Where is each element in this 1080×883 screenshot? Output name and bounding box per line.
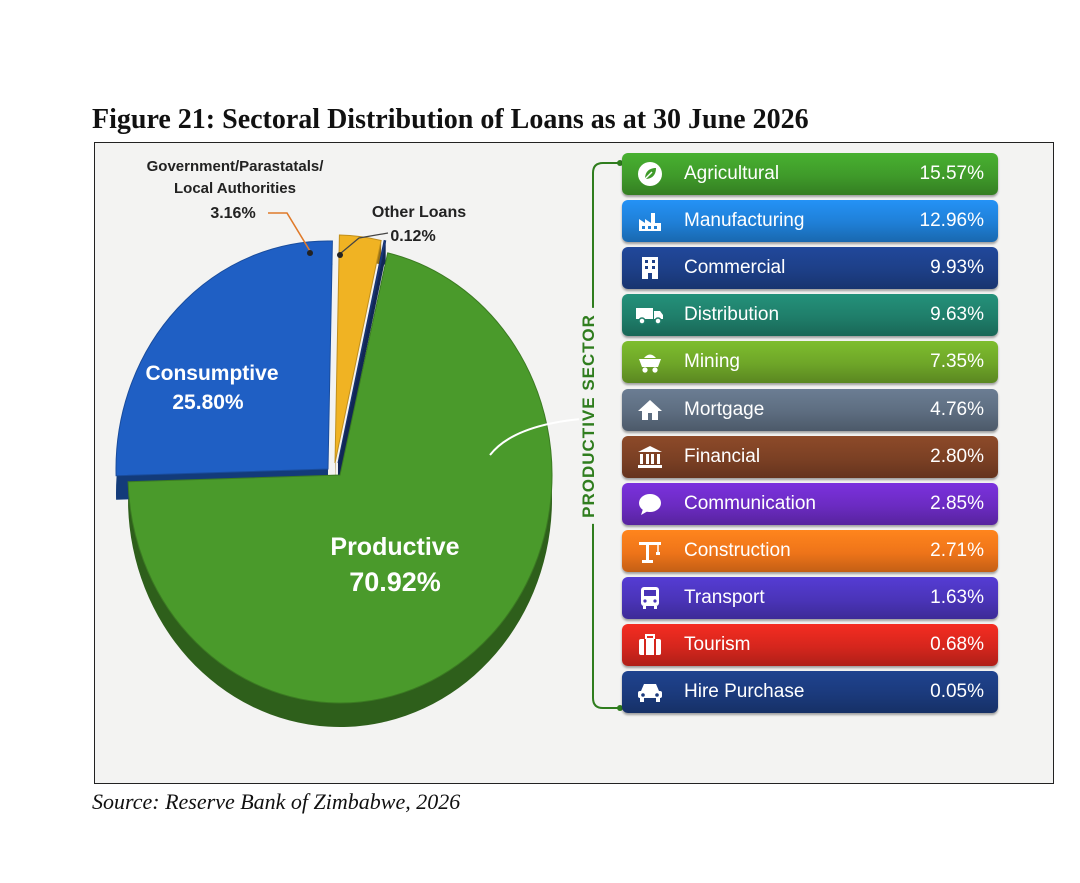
legend-item: Agricultural 15.57% [622, 153, 998, 195]
legend-value: 9.93% [930, 257, 984, 279]
slice-label: Local Authorities [174, 180, 296, 197]
legend-label: Mining [684, 351, 740, 373]
slice-label: Consumptive [145, 362, 278, 385]
factory-icon [630, 209, 670, 233]
legend-item: Communication 2.85% [622, 482, 998, 525]
bus-icon [630, 585, 670, 611]
legend-label: Financial [684, 445, 761, 467]
leader-dot [307, 250, 313, 256]
legend-item: Manufacturing 12.96% [622, 200, 998, 243]
slice-label: Government/Parastatals/ [147, 158, 325, 175]
legend-item: Financial 2.80% [622, 435, 998, 478]
legend-value: 7.35% [930, 351, 984, 373]
figure-title: Figure 21: Sectoral Distribution of Loan… [92, 104, 809, 135]
legend-label: Agricultural [684, 163, 780, 184]
pie-slice [334, 234, 382, 464]
legend-value: 4.76% [930, 398, 984, 420]
legend-label: Commercial [684, 257, 786, 279]
legend-value: 1.63% [930, 586, 984, 608]
legend-item: Construction 2.71% [622, 529, 998, 572]
legend-label: Transport [684, 586, 765, 608]
pie-slice [337, 239, 387, 464]
slice-label: Productive [330, 533, 459, 561]
bank-icon [630, 445, 670, 469]
slice-label: Other Loans [372, 204, 466, 221]
slice-value: 3.16% [210, 205, 255, 222]
chart-frame: Productive 70.92% Consumptive 25.80% Governm… [94, 142, 1054, 784]
legend-value: 12.96% [919, 210, 984, 232]
leader-line [340, 232, 389, 254]
legend-value: 15.57% [919, 163, 984, 184]
pie-slice [115, 240, 333, 477]
crane-icon [630, 538, 670, 564]
legend-item: Tourism 0.68% [622, 624, 998, 666]
legend-value: 0.68% [930, 634, 984, 655]
legend-value: 2.71% [930, 539, 984, 561]
legend-item: Distribution 9.63% [622, 294, 998, 337]
pie-slice [127, 252, 553, 704]
pie-slice-side [338, 240, 386, 487]
pie-chart: Productive 70.92% Consumptive 25.80% Governm… [115, 158, 553, 727]
leaf-icon [630, 161, 670, 187]
legend-label: Distribution [684, 304, 780, 326]
slice-value: 25.80% [172, 391, 244, 414]
legend-value: 0.05% [930, 681, 984, 703]
legend-label: Construction [684, 539, 791, 561]
leader-dot [337, 252, 343, 258]
productive-sector-label: PRODUCTIVE SECTOR [569, 301, 609, 531]
mine-cart-icon [630, 350, 670, 374]
slice-value: 0.12% [390, 228, 435, 245]
slice-value: 70.92% [349, 567, 441, 597]
legend-item: Hire Purchase 0.05% [622, 671, 998, 714]
legend-item: Commercial 9.93% [622, 247, 998, 290]
legend-label: Mortgage [684, 398, 765, 420]
car-icon [630, 681, 670, 703]
legend-value: 2.85% [930, 492, 984, 514]
suitcase-icon [630, 633, 670, 657]
truck-icon [630, 304, 670, 326]
legend-value: 9.63% [930, 304, 984, 326]
legend-item: Mortgage 4.76% [622, 388, 998, 431]
legend-item: Mining 7.35% [622, 341, 998, 384]
legend-label: Manufacturing [684, 210, 805, 232]
legend-item: Transport 1.63% [622, 576, 998, 619]
chat-bubble-icon [630, 492, 670, 516]
legend-label: Tourism [684, 634, 751, 655]
legend-label: Communication [684, 492, 816, 514]
figure-source: Source: Reserve Bank of Zimbabwe, 2026 [92, 789, 461, 814]
leader-line [268, 212, 311, 252]
legend-value: 2.80% [930, 445, 984, 467]
building-icon [630, 255, 670, 281]
legend-label: Hire Purchase [684, 681, 805, 703]
house-icon [630, 398, 670, 422]
